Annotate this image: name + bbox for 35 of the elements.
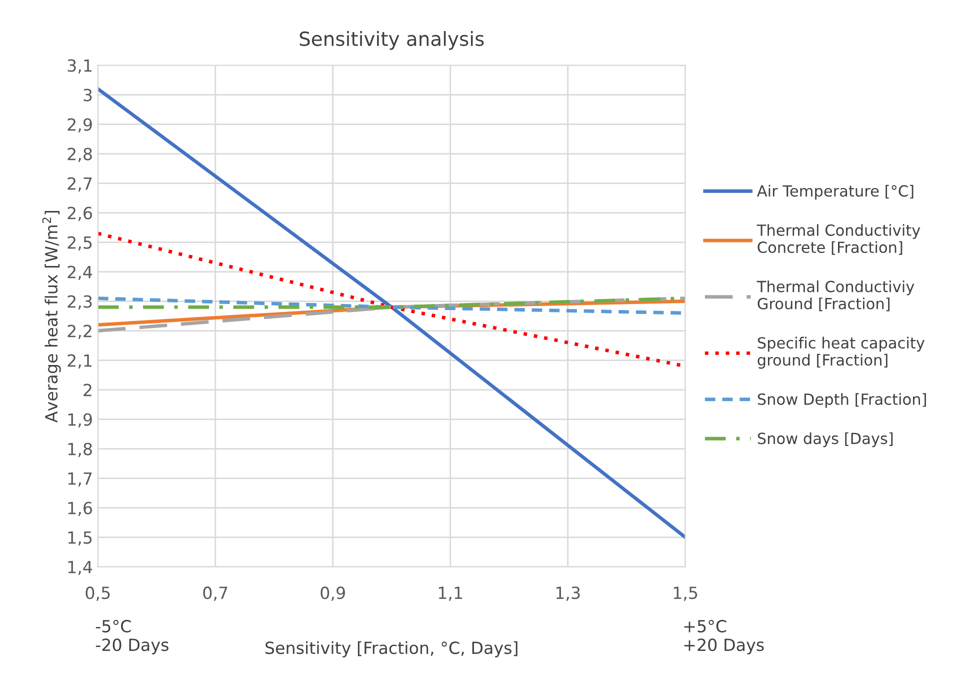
x-tick-label: 1,3 bbox=[556, 586, 580, 601]
x-tick-label: 0,9 bbox=[320, 586, 345, 601]
y-tick-label: 1,5 bbox=[68, 531, 92, 546]
y-tick-label: 2 bbox=[84, 384, 92, 396]
chart-title: Sensitivity analysis bbox=[300, 31, 484, 50]
y-tick-label: 2,3 bbox=[68, 295, 92, 310]
y-tick-label: 1,6 bbox=[68, 502, 92, 516]
y-tick-label: 2,7 bbox=[68, 177, 92, 192]
y-tick-label: 1,8 bbox=[68, 442, 92, 458]
y-tick-label: 2,4 bbox=[68, 266, 92, 280]
legend-label: Air Temperature [°C] bbox=[756, 184, 914, 200]
x-tick-label: 1,1 bbox=[438, 586, 462, 601]
text: -5°C -20 Days bbox=[96, 620, 168, 654]
y-tick-label: 2,9 bbox=[68, 118, 92, 133]
legend-label: Snow Depth [Fraction] bbox=[758, 393, 926, 408]
y-tick-label: 3 bbox=[84, 88, 92, 102]
y-tick-label: 2,5 bbox=[68, 236, 92, 251]
legend-label: Specific heat capacity ground [Fraction] bbox=[758, 336, 925, 369]
y-tick-label: 2,6 bbox=[68, 206, 92, 222]
y-tick-label: 1,9 bbox=[68, 413, 92, 428]
x-axis-title: Sensitivity [Fraction, °C, Days] bbox=[266, 641, 518, 658]
y-tick-label: 1,7 bbox=[68, 472, 92, 487]
legend-label: Thermal Conductiviy Ground [Fraction] bbox=[756, 280, 914, 312]
y-tick-label: 2,8 bbox=[68, 148, 92, 162]
y-tick-label: 2,1 bbox=[68, 354, 92, 369]
y-tick-label: 1,4 bbox=[68, 560, 92, 576]
legend-label: Thermal Conductivity Concrete [Fraction] bbox=[756, 224, 920, 255]
y-axis-title: Average heat flux [W/m$^{2}$] bbox=[42, 210, 61, 423]
x-tick-label: 0,7 bbox=[203, 586, 228, 601]
y-tick-label: 3,1 bbox=[68, 59, 92, 74]
x-tick-label: 1,5 bbox=[674, 586, 698, 601]
text: +5°C +20 Days bbox=[684, 620, 764, 654]
y-tick-label: 2,2 bbox=[68, 324, 92, 340]
legend-label: Snow days [Days] bbox=[758, 432, 893, 448]
x-tick-label: 0,5 bbox=[86, 586, 110, 601]
